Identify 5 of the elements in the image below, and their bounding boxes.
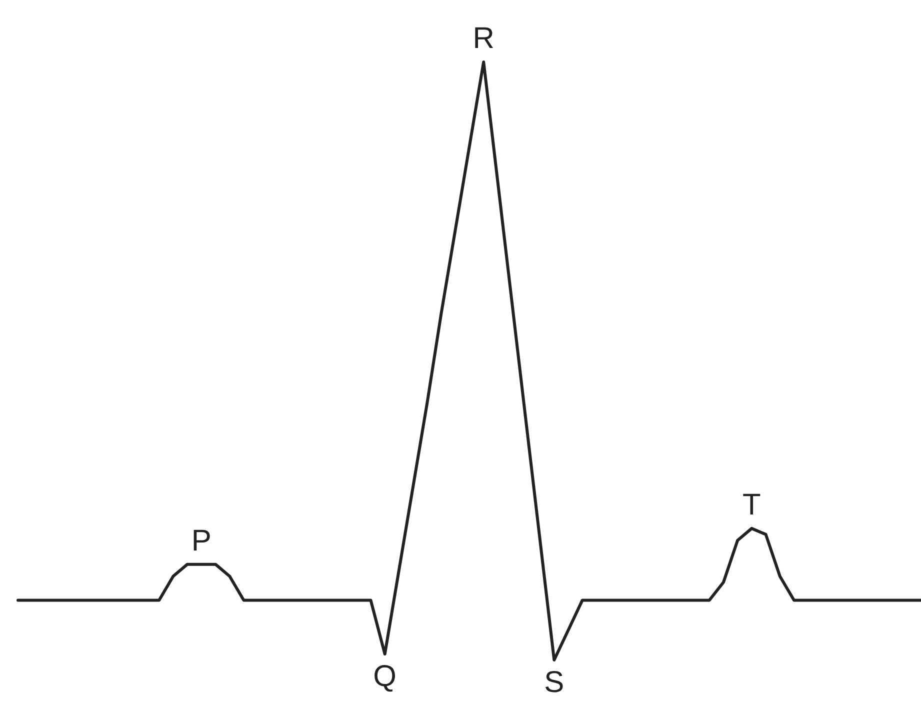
text: R [472, 22, 494, 55]
text: Q [373, 660, 397, 694]
text: S [544, 666, 564, 699]
annotation: T [742, 488, 761, 522]
annotation: P [191, 524, 212, 558]
